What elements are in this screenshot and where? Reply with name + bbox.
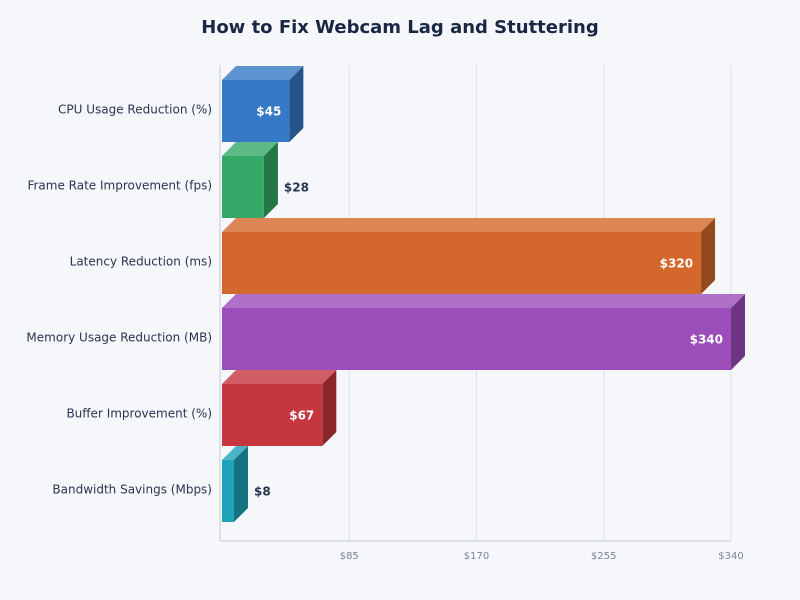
- value-label: $340: [690, 333, 723, 347]
- bar: [222, 232, 702, 294]
- y-tick-label: Buffer Improvement (%): [66, 407, 212, 421]
- bar-side: [731, 294, 745, 370]
- bar-top: [222, 218, 716, 232]
- bar-side: [263, 142, 278, 218]
- y-tick-label: Memory Usage Reduction (MB): [26, 331, 212, 345]
- bar: [222, 460, 234, 522]
- value-label: $45: [256, 105, 281, 119]
- x-tick-label: $170: [464, 551, 489, 562]
- bar-top: [222, 294, 745, 308]
- value-label: $67: [289, 409, 314, 423]
- bar: [222, 80, 290, 142]
- x-tick-label: $85: [340, 551, 359, 562]
- bar-side: [233, 446, 248, 522]
- bar-top: [222, 370, 337, 384]
- value-label: $320: [660, 257, 693, 271]
- bar-side: [701, 218, 716, 294]
- y-tick-label: Latency Reduction (ms): [70, 255, 212, 269]
- bar: [222, 156, 264, 218]
- chart-title: How to Fix Webcam Lag and Stuttering: [201, 17, 598, 38]
- bar-top: [222, 446, 248, 460]
- bar-top: [222, 142, 278, 156]
- x-tick-label: $340: [718, 551, 743, 562]
- bar-side: [322, 370, 337, 446]
- bar-side: [289, 66, 304, 142]
- value-label: $8: [254, 485, 271, 499]
- bar: [222, 384, 323, 446]
- bar-top: [222, 66, 304, 80]
- y-tick-label: CPU Usage Reduction (%): [58, 103, 212, 117]
- value-label: $28: [284, 181, 309, 195]
- bar: [222, 308, 731, 370]
- y-tick-label: Bandwidth Savings (Mbps): [52, 483, 212, 497]
- y-tick-label: Frame Rate Improvement (fps): [27, 179, 212, 193]
- x-tick-label: $255: [591, 551, 616, 562]
